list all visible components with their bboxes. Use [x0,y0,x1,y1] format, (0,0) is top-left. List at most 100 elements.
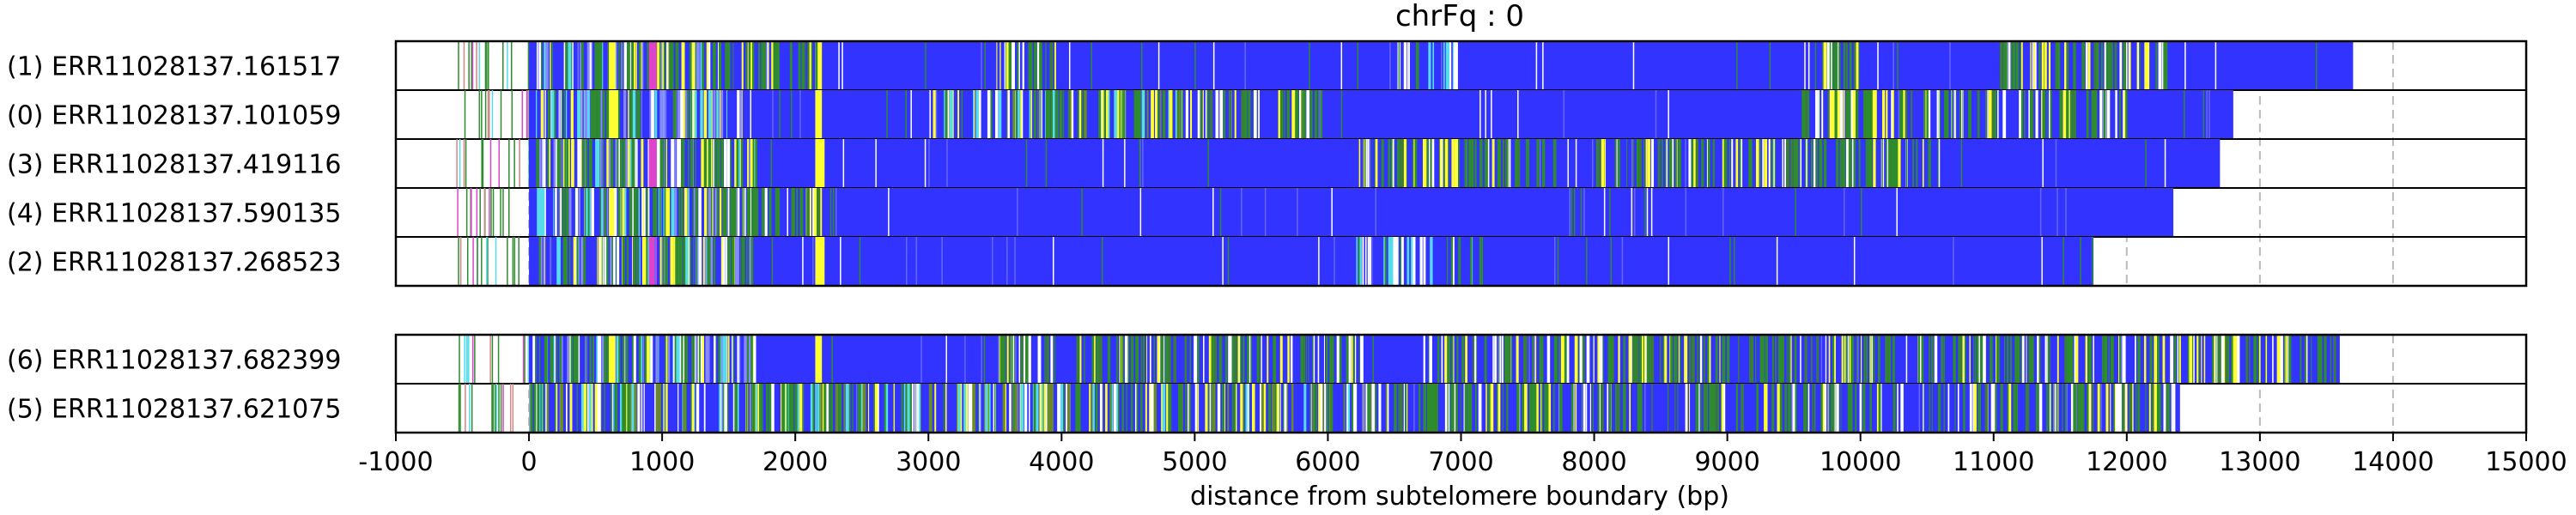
track-feature [468,41,470,90]
track-feature [1212,188,1214,237]
track-feature [1911,90,1913,139]
track-feature [2123,90,2126,139]
track-feature [577,139,580,188]
track-feature [2028,335,2031,384]
track-feature [744,188,747,237]
track-feature [1640,384,1643,433]
track-feature [710,90,714,139]
track-feature [1180,90,1182,139]
track-feature [1740,139,1743,188]
track-feature [2046,384,2048,433]
track-feature [737,90,740,139]
track-feature [632,335,634,384]
track-feature [641,139,644,188]
track-feature [1794,335,1797,384]
track-feature [1185,384,1187,433]
track-feature [459,335,460,384]
track-feature [1949,41,1951,90]
track-feature [1506,139,1509,188]
track-feature [755,188,757,237]
track-feature [702,335,705,384]
track-feature [1054,90,1058,139]
track-feature [752,139,755,188]
track-feature [578,90,581,139]
track-feature [657,335,659,384]
track-feature [638,188,641,237]
track-feature [558,237,561,286]
track-feature [1684,335,1688,384]
track-feature [1631,188,1633,237]
track-feature [604,384,605,433]
track-feature [2157,335,2160,384]
track-feature [2136,41,2138,90]
track-feature [616,237,617,286]
track-feature [2110,335,2114,384]
track-feature [944,90,945,139]
track-feature [1458,237,1461,286]
track-feature [1786,139,1789,188]
track-feature [1096,335,1099,384]
track-feature [1297,188,1298,237]
track-feature [540,90,544,139]
track-feature [1005,41,1009,90]
track-feature [1360,335,1364,384]
track-feature [537,384,539,433]
track-feature [1223,90,1226,139]
track-feature [464,90,466,139]
track-feature [545,384,550,433]
track-feature [1095,384,1098,433]
track-feature [1912,139,1915,188]
track-feature [591,188,594,237]
track-feature [1962,335,1965,384]
track-feature [673,335,677,384]
track-feature [604,188,607,237]
track-feature [1371,237,1373,286]
track-feature [1831,41,1834,90]
track-feature [639,237,641,286]
track-feature [1975,335,1977,384]
track-feature [1941,335,1944,384]
track-feature [1423,384,1427,433]
track-feature [518,237,519,286]
track-feature [1560,335,1564,384]
track-feature [606,335,611,384]
track-feature [1068,41,1071,90]
track-feature [633,188,637,237]
track-feature [1336,335,1340,384]
track-feature [1968,90,1971,139]
track-feature [598,139,603,188]
x-tick-label: 8000 [1561,447,1626,477]
track-feature [2105,384,2109,433]
track-feature [1695,139,1698,188]
track-feature [2035,384,2039,433]
track-feature [1868,90,1872,139]
track-feature [553,139,556,188]
track-feature [644,335,647,384]
track-feature [2030,41,2032,90]
track-feature [2020,41,2023,90]
track-feature [771,237,774,286]
track-feature [566,237,568,286]
track-feature [1776,237,1778,286]
track-feature [802,237,804,286]
track-feature [465,139,467,188]
track-feature [1490,384,1494,433]
track-feature [775,41,780,90]
track-feature [2245,335,2248,384]
track-feature [1545,384,1548,433]
track-feature [469,384,471,433]
track-feature [1168,384,1172,433]
track-feature [810,384,813,433]
track-feature [1616,139,1618,188]
track-feature [1140,41,1143,90]
track-feature [1957,384,1959,433]
track-feature [2145,384,2147,433]
track-feature [524,335,526,384]
track-feature [1303,384,1307,433]
track-feature [1563,335,1567,384]
track-feature [1852,139,1856,188]
track-feature [1244,41,1246,90]
track-feature [1164,335,1168,384]
track-feature [2190,335,2195,384]
track-feature [2063,90,2067,139]
